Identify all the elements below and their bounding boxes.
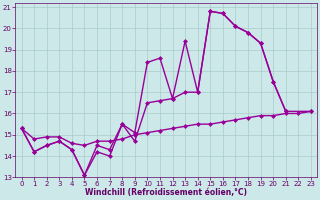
X-axis label: Windchill (Refroidissement éolien,°C): Windchill (Refroidissement éolien,°C) (85, 188, 247, 197)
